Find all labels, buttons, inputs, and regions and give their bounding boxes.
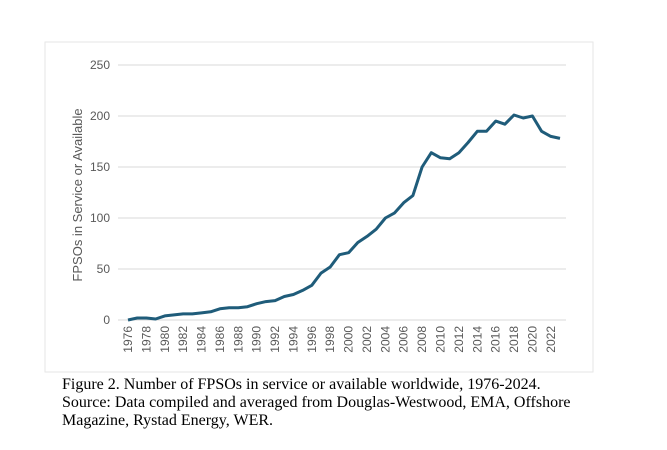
caption-line-3: Magazine, Rystad Energy, WER. — [62, 412, 274, 429]
y-tick-label: 100 — [90, 211, 110, 225]
x-tick-label: 1980 — [158, 326, 172, 353]
x-tick-label: 1976 — [121, 326, 135, 353]
caption-line-2: Source: Data compiled and averaged from … — [62, 394, 571, 411]
y-tick-label: 150 — [90, 160, 110, 174]
x-tick-label: 2004 — [378, 326, 392, 353]
x-tick-label: 1988 — [231, 326, 245, 353]
x-tick-label: 2000 — [342, 326, 356, 353]
x-tick-label: 2006 — [397, 326, 411, 353]
x-tick-label: 2002 — [360, 326, 374, 353]
x-tick-label: 2008 — [415, 326, 429, 353]
y-axis-label: FPSOs in Service or Available — [70, 108, 85, 281]
x-tick-label: 2018 — [507, 326, 521, 353]
x-tick-label: 2014 — [470, 326, 484, 353]
y-tick-label: 50 — [97, 262, 111, 276]
x-tick-label: 1978 — [139, 326, 153, 353]
x-tick-label: 1986 — [213, 326, 227, 353]
x-tick-label: 2022 — [544, 326, 558, 353]
x-tick-label: 1990 — [250, 326, 264, 353]
x-tick-label: 2010 — [434, 326, 448, 353]
x-tick-label: 2016 — [489, 326, 503, 353]
x-tick-label: 1984 — [195, 326, 209, 353]
x-tick-label: 1996 — [305, 326, 319, 353]
x-tick-label: 1982 — [176, 326, 190, 353]
x-tick-label: 1992 — [268, 326, 282, 353]
x-tick-label: 1994 — [286, 326, 300, 353]
y-tick-label: 0 — [103, 313, 110, 327]
series-line — [127, 113, 561, 322]
y-tick-label: 250 — [90, 58, 110, 72]
chart-border — [44, 41, 594, 373]
caption-line-1: Figure 2. Number of FPSOs in service or … — [62, 376, 541, 393]
y-tick-label: 200 — [90, 109, 110, 123]
figure-caption: Figure 2. Number of FPSOs in service or … — [62, 376, 662, 430]
line-chart: 0 50 100 150 200 250 1976 1978 1980 1982 1984 1986… — [44, 41, 594, 373]
x-tick-label: 2020 — [525, 326, 539, 353]
x-tick-label: 1998 — [323, 326, 337, 353]
x-tick-label: 2012 — [452, 326, 466, 353]
